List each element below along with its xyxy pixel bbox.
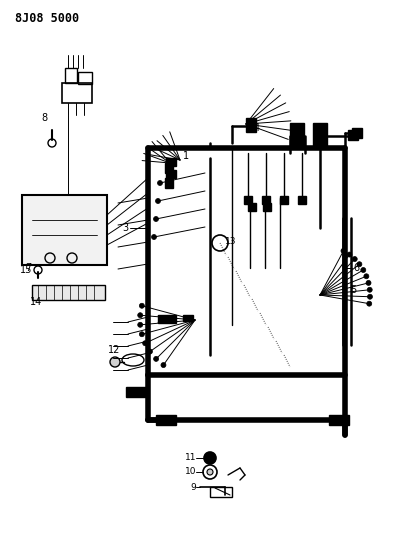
Bar xyxy=(246,118,256,132)
Bar xyxy=(126,387,146,397)
Circle shape xyxy=(352,256,357,262)
Circle shape xyxy=(148,349,152,354)
Circle shape xyxy=(361,268,366,272)
Circle shape xyxy=(204,452,216,464)
Text: 5: 5 xyxy=(350,285,356,295)
Circle shape xyxy=(367,301,372,306)
Text: 8: 8 xyxy=(42,113,48,123)
Bar xyxy=(262,196,270,204)
Bar xyxy=(183,315,193,321)
Circle shape xyxy=(143,341,148,346)
Text: 12: 12 xyxy=(108,345,120,355)
Circle shape xyxy=(207,469,213,475)
Bar xyxy=(280,196,288,204)
Circle shape xyxy=(367,294,373,299)
Bar xyxy=(313,123,327,148)
Text: 2: 2 xyxy=(156,315,162,325)
Bar xyxy=(65,68,77,83)
Circle shape xyxy=(341,248,346,253)
Bar xyxy=(166,158,176,166)
Circle shape xyxy=(156,198,160,204)
Bar xyxy=(78,72,92,84)
Bar xyxy=(156,415,176,425)
Bar xyxy=(210,487,232,497)
Text: 9: 9 xyxy=(190,482,196,491)
Circle shape xyxy=(347,252,352,257)
Bar xyxy=(32,285,105,300)
Bar xyxy=(290,123,304,148)
Text: 8J08 5000: 8J08 5000 xyxy=(15,12,79,25)
Bar xyxy=(263,203,271,211)
Circle shape xyxy=(161,362,166,368)
Text: 1: 1 xyxy=(183,151,189,161)
Circle shape xyxy=(367,287,372,292)
Bar xyxy=(165,163,173,173)
Circle shape xyxy=(138,313,143,318)
Circle shape xyxy=(138,322,143,327)
Text: 13: 13 xyxy=(225,237,237,246)
Text: 3: 3 xyxy=(122,223,128,233)
Text: 14: 14 xyxy=(30,297,42,307)
Text: 11: 11 xyxy=(184,454,196,463)
Text: 15: 15 xyxy=(20,265,32,275)
Bar xyxy=(244,196,252,204)
Circle shape xyxy=(110,357,120,367)
Bar xyxy=(158,315,176,323)
Text: 10: 10 xyxy=(184,467,196,477)
Circle shape xyxy=(152,235,156,239)
Text: 6: 6 xyxy=(353,263,359,273)
Text: 7: 7 xyxy=(25,263,31,273)
Circle shape xyxy=(364,274,369,279)
Circle shape xyxy=(154,216,158,222)
Bar xyxy=(22,195,107,265)
Bar xyxy=(165,178,173,188)
Bar xyxy=(348,130,358,140)
Text: 4: 4 xyxy=(254,123,260,133)
Bar xyxy=(62,83,92,103)
Bar xyxy=(329,415,349,425)
Circle shape xyxy=(158,181,162,185)
Circle shape xyxy=(139,332,144,337)
Circle shape xyxy=(154,357,159,361)
Bar xyxy=(248,203,256,211)
Circle shape xyxy=(357,262,362,266)
Bar xyxy=(298,196,306,204)
Circle shape xyxy=(139,303,144,308)
Bar xyxy=(166,170,176,178)
Circle shape xyxy=(366,280,371,285)
Bar xyxy=(352,128,362,138)
